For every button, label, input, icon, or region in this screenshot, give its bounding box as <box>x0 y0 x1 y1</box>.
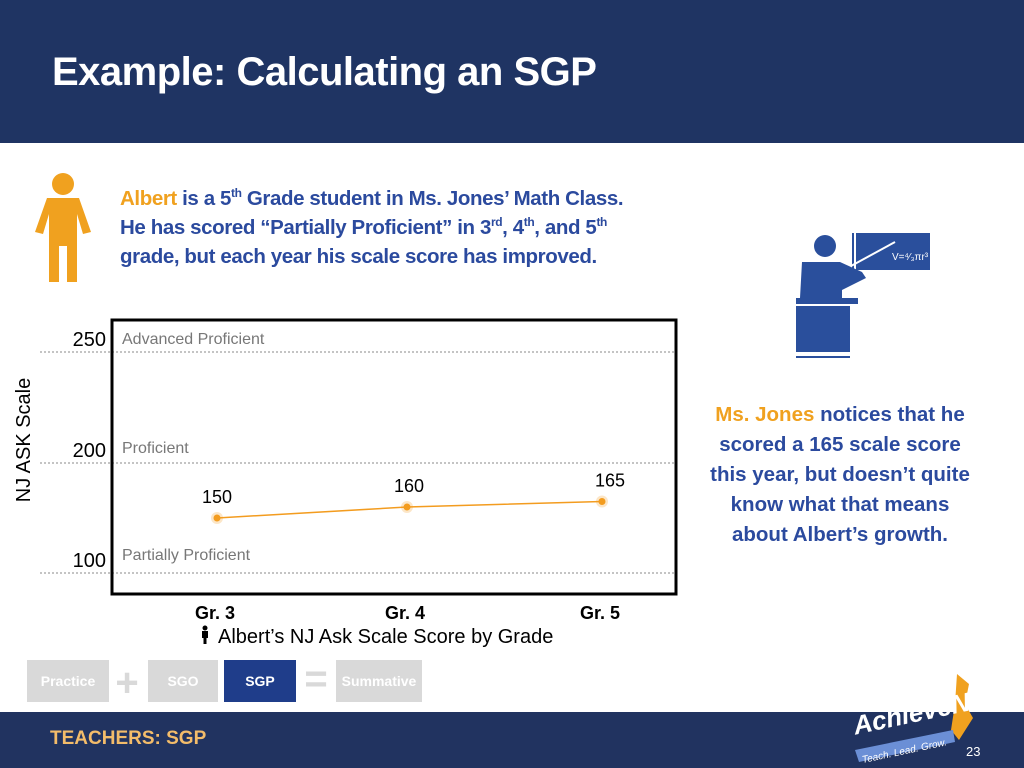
plus-icon: + <box>115 661 139 705</box>
footer-band <box>0 712 1024 768</box>
page-number: 23 <box>966 744 981 759</box>
teacher-icon: V=⁴⁄₃πr³ <box>796 233 930 358</box>
y-tick-label: 100 <box>73 550 106 572</box>
data-label: 150 <box>202 487 232 507</box>
header-band <box>0 0 1024 143</box>
x-tick-label: Gr. 4 <box>385 603 425 623</box>
student-name: Albert <box>120 187 177 210</box>
intro-text: Albert is a 5th Grade student in Ms. Jon… <box>120 186 624 268</box>
x-tick-label: Gr. 3 <box>195 603 235 623</box>
y-tick-label: 200 <box>73 440 106 462</box>
x-tick-label: Gr. 5 <box>580 603 620 623</box>
plot-frame <box>110 318 678 596</box>
slide-title: Example: Calculating an SGP <box>52 50 597 94</box>
band-label: Partially Proficient <box>122 547 251 564</box>
x-axis-label: Albert’s NJ Ask Scale Score by Grade <box>218 626 553 648</box>
y-axis-label: NJ ASK Scale <box>13 378 35 503</box>
data-point <box>213 514 221 522</box>
nav-sgp[interactable]: SGP <box>224 660 296 702</box>
data-label: 165 <box>595 471 625 491</box>
data-point <box>403 503 411 511</box>
footer-label: TEACHERS: SGP <box>50 728 207 749</box>
student-icon <box>35 173 91 282</box>
nav-practice[interactable]: Practice <box>27 660 109 702</box>
person-icon <box>202 625 208 644</box>
band-label: Advanced Proficient <box>122 331 265 348</box>
achievenj-logo: AchieveNJ Teach. Lead. Grow. <box>849 674 975 764</box>
nav-summative[interactable]: Summative <box>336 660 422 702</box>
equals-icon: = <box>304 657 328 701</box>
nav-sgo[interactable]: SGO <box>148 660 218 702</box>
data-label: 160 <box>394 476 424 496</box>
line-chart: NJ ASK Scale Advanced Proficient Proficie… <box>13 318 678 648</box>
band-label: Proficient <box>122 440 189 457</box>
svg-text:V=⁴⁄₃πr³: V=⁴⁄₃πr³ <box>892 252 929 263</box>
y-tick-label: 250 <box>73 329 106 351</box>
note-text: Ms. Jones notices that he scored a 165 s… <box>710 403 970 546</box>
data-point <box>598 498 606 505</box>
